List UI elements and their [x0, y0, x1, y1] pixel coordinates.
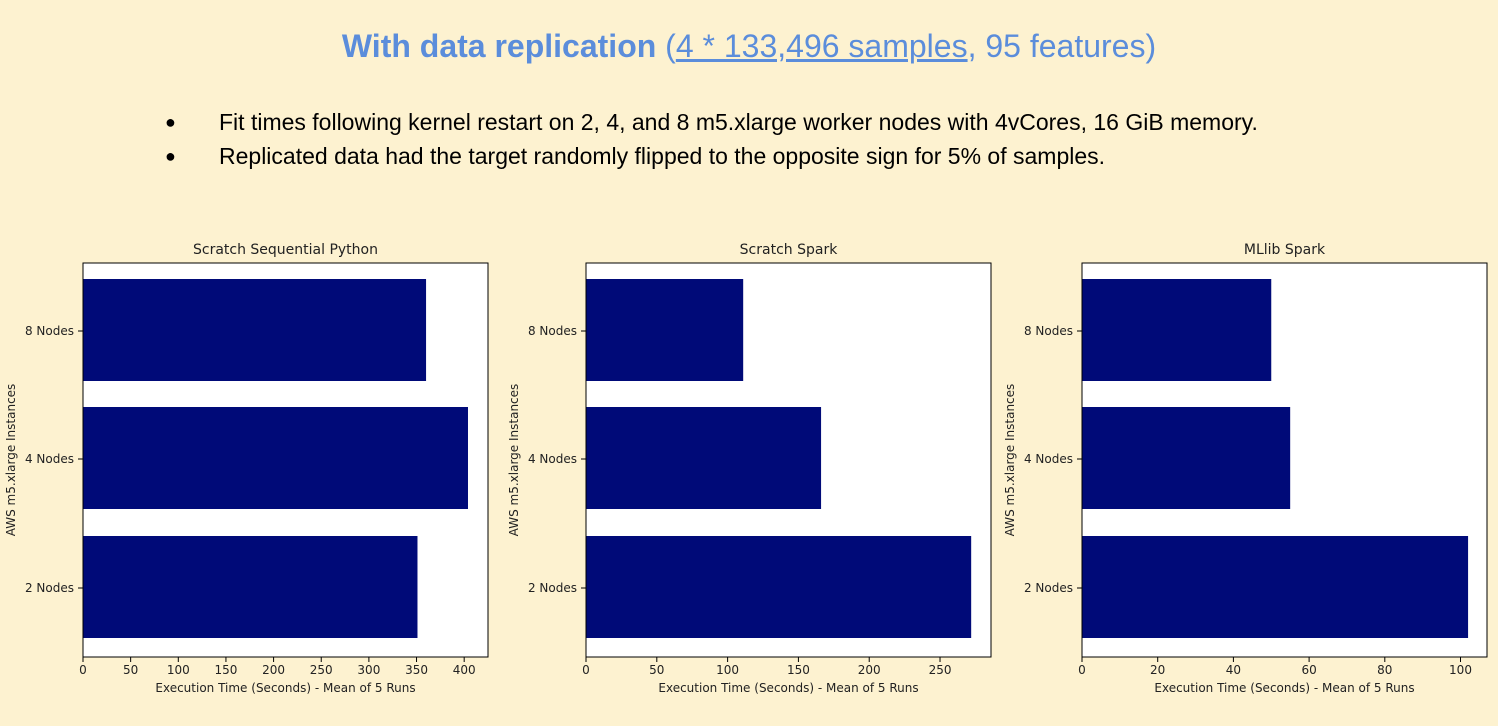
x-tick-label: 50 [649, 663, 664, 677]
x-tick-label: 60 [1301, 663, 1316, 677]
plot-frame [1081, 262, 1488, 658]
y-tick-label: 4 Nodes [528, 452, 577, 466]
bar [1082, 407, 1291, 509]
page-title: With data replication (4 * 133,496 sampl… [0, 28, 1498, 65]
x-tick-label: 150 [214, 663, 237, 677]
y-axis-label: AWS m5.xlarge Instances [1003, 384, 1017, 537]
x-axis-label: Execution Time (Seconds) - Mean of 5 Run… [155, 681, 415, 695]
y-tick-label: 2 Nodes [1024, 581, 1073, 595]
x-tick-label: 80 [1377, 663, 1392, 677]
bar [586, 407, 822, 509]
y-tick-label: 8 Nodes [1024, 324, 1073, 338]
title-bold: With data replication [341, 28, 657, 64]
x-tick-label: 50 [123, 663, 138, 677]
x-tick-label: 100 [1449, 663, 1472, 677]
bar [1082, 536, 1469, 638]
x-tick-label: 0 [1078, 663, 1086, 677]
x-tick-label: 100 [167, 663, 190, 677]
plot-frame [82, 262, 489, 658]
bullet-marker: ● [165, 146, 176, 166]
x-tick-label: 40 [1226, 663, 1241, 677]
x-tick-label: 400 [453, 663, 476, 677]
y-axis-label: AWS m5.xlarge Instances [4, 384, 18, 537]
bullet-marker: ● [165, 112, 176, 132]
chart-title: Scratch Spark [740, 242, 839, 258]
title-open: ( [656, 28, 676, 64]
y-tick-label: 2 Nodes [25, 581, 74, 595]
x-tick-label: 200 [262, 663, 285, 677]
y-tick-label: 8 Nodes [25, 324, 74, 338]
x-tick-label: 0 [582, 663, 590, 677]
x-tick-label: 150 [787, 663, 810, 677]
y-tick-label: 8 Nodes [528, 324, 577, 338]
title-rest: , 95 features) [967, 28, 1157, 64]
bar [83, 536, 418, 638]
title-link[interactable]: 4 * 133,496 samples [675, 28, 968, 64]
y-tick-label: 4 Nodes [25, 452, 74, 466]
x-tick-label: 300 [357, 663, 380, 677]
y-tick-label: 4 Nodes [1024, 452, 1073, 466]
x-axis-label: Execution Time (Seconds) - Mean of 5 Run… [658, 681, 918, 695]
y-axis-label: AWS m5.xlarge Instances [507, 384, 521, 537]
chart-title: Scratch Sequential Python [193, 242, 378, 258]
plot-frame [585, 262, 992, 658]
bar [586, 536, 972, 638]
x-tick-label: 200 [858, 663, 881, 677]
bar [83, 279, 427, 381]
x-tick-label: 100 [716, 663, 739, 677]
bar [83, 407, 468, 509]
x-tick-label: 250 [310, 663, 333, 677]
bar [1082, 279, 1272, 381]
x-axis-label: Execution Time (Seconds) - Mean of 5 Run… [1154, 681, 1414, 695]
bullet-text: Replicated data had the target randomly … [219, 143, 1106, 169]
chart-title: MLlib Spark [1244, 242, 1326, 258]
y-tick-label: 2 Nodes [528, 581, 577, 595]
x-tick-label: 250 [929, 663, 952, 677]
x-tick-label: 20 [1150, 663, 1165, 677]
x-tick-label: 0 [79, 663, 87, 677]
bullet-text: Fit times following kernel restart on 2,… [219, 109, 1258, 135]
bar [586, 279, 744, 381]
x-tick-label: 350 [405, 663, 428, 677]
